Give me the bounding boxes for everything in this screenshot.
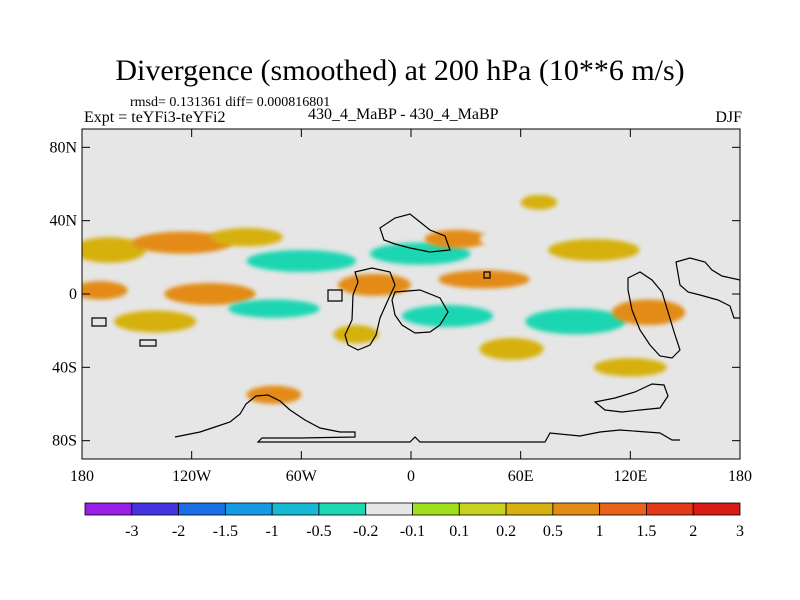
map-axes: 180 120W 60W 0 60E 120E 180 80N 40N 0 40S 80S [49,129,752,485]
colorbar-label: 2 [689,523,697,540]
x-tick-label: 0 [407,468,415,485]
x-tick-label: 180 [728,468,752,485]
y-tick-label: 80N [49,139,77,156]
colorbar-label: -0.2 [353,523,378,540]
colorbar-swatch [458,502,507,516]
anomaly-patch [228,299,320,318]
colorbar-label: 3 [736,523,744,540]
coastline-europe [379,213,451,253]
x-tick-label: 60W [286,468,318,485]
colorbar-swatch [646,502,694,516]
y-tick-label: 80S [52,433,77,450]
colorbar-label: -3 [125,523,138,540]
experiment-label: Expt = teYFi3-teYFi2 [84,109,226,126]
anomaly-patch [438,270,530,289]
colorbar-swatch [271,502,320,516]
anomaly-field [82,180,740,425]
anomaly-patch [662,202,709,221]
anomaly-patch [255,340,311,358]
rmsd-stats-text: rmsd= 0.131361 diff= 0.000816801 [130,95,331,110]
x-tick-label: 60E [508,468,534,485]
anomaly-patch [333,325,380,344]
coastline-australia [593,383,669,413]
colorbar-swatch [599,502,647,516]
colorbar-swatch [178,502,226,516]
colorbar-label: -1 [265,523,278,540]
anomaly-patch [164,283,256,305]
y-tick-label: 0 [69,286,77,303]
colorbar: -3 -2 -1.5 -1 -0.5 -0.2 -0.1 0.1 0.2 0.5 1 1.5 2 3 [84,502,744,540]
anomaly-patch [82,237,146,263]
colorbar-swatch [318,502,367,516]
anomaly-patch [666,235,740,261]
colorbar-label: 0.2 [496,523,516,540]
anomaly-patch [461,180,507,196]
anomaly-patch [91,339,146,359]
x-tick-label: 120W [172,468,212,485]
coastline-africa [391,289,449,334]
anomaly-patch [525,308,626,335]
anomaly-patch [479,228,562,250]
anomaly-patch [401,305,494,327]
anomaly-patch [246,250,357,272]
colorbar-swatch [505,502,554,516]
anomaly-patch [337,273,412,296]
anomaly-patch [424,229,489,249]
anomaly-patch [82,281,128,300]
anomaly-patch [118,413,174,425]
x-tick-label: 180 [70,468,94,485]
colorbar-label: -2 [172,523,185,540]
colorbar-label: 1.5 [636,523,656,540]
colorbar-label: -0.1 [400,523,425,540]
colorbar-swatch [692,502,741,516]
colorbar-swatch [224,502,273,516]
anomaly-patch [209,228,284,247]
y-tick-label: 40N [49,213,77,230]
season-label: DJF [715,109,742,126]
colorbar-swatch [412,502,460,516]
anomaly-patch [132,231,233,254]
colorbar-label: 0.1 [449,523,469,540]
coastline-west-pacific-islands [91,271,491,347]
anomaly-patch [548,239,640,261]
anomaly-patch [113,310,197,333]
anomaly-patch [520,195,558,210]
coastline-south-america [344,267,396,351]
coastline-outlines [91,213,740,443]
anomaly-patch [127,261,201,280]
anomaly-patch [479,338,544,360]
anomaly-patch [246,385,302,405]
colorbar-label: 0.5 [543,523,563,540]
colorbar-label: -1.5 [213,523,238,540]
coastline-southeast-asia [627,271,681,359]
colorbar-label: -0.5 [306,523,331,540]
colorbar-swatch [365,502,413,516]
coastline-antarctica [174,394,680,443]
anomaly-patch [369,242,471,265]
case-label: 430_4_MaBP - 430_4_MaBP [308,106,499,123]
x-tick-label: 120E [613,468,647,485]
chart-title: Divergence (smoothed) at 200 hPa (10**6 … [115,54,685,87]
colorbar-label: 1 [596,523,604,540]
colorbar-swatch [84,502,133,516]
colorbar-swatch [552,502,601,516]
anomaly-patch [685,292,740,315]
y-tick-label: 40S [52,359,77,376]
anomaly-patch [612,299,686,326]
coastline-pacific-coast [675,257,740,319]
colorbar-swatch [131,502,179,516]
anomaly-patch [593,358,667,377]
